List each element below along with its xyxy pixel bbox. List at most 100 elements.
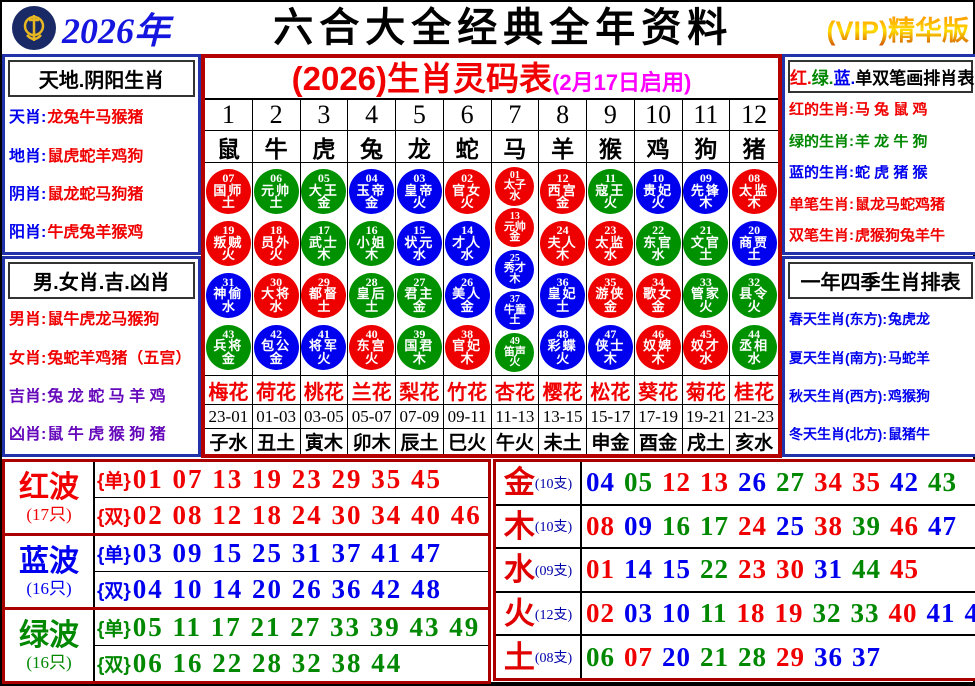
ball-title: 员外 xyxy=(261,234,292,250)
ball-element: 金 xyxy=(221,350,235,366)
row-value: 兔虎龙 xyxy=(888,312,930,328)
time-range: 15-17 xyxy=(587,405,635,429)
ball-element: 火 xyxy=(509,355,521,368)
ball-title: 官女 xyxy=(452,182,483,198)
element-number: 45 xyxy=(890,554,919,585)
number-ball: 33 管家火 xyxy=(683,272,729,318)
row-value: 虎猴狗兔羊牛 xyxy=(855,228,946,244)
ball-number: 28 xyxy=(365,275,378,290)
ball-element: 水 xyxy=(412,246,426,262)
flower-name: 竹花 xyxy=(443,376,492,405)
number-ball: 02 官女火 xyxy=(444,168,490,214)
ball-number: 02 xyxy=(461,171,474,186)
sidebar-row: 男肖:鼠牛虎龙马猴狗 xyxy=(9,311,194,329)
time-range: 03-05 xyxy=(300,405,349,429)
column-number: 7 xyxy=(491,100,540,132)
column-number: 12 xyxy=(730,100,778,132)
zodiac-name: 龙 xyxy=(396,131,444,164)
number-ball: 09 先锋木 xyxy=(683,168,729,214)
time-range: 07-09 xyxy=(396,405,444,429)
element-number: 19 xyxy=(774,598,804,629)
element-number: 48 xyxy=(965,598,975,628)
ball-number: 03 xyxy=(413,171,426,186)
header-part: 单双笔画排肖表 xyxy=(855,69,975,88)
four-seasons-box: 一年四季生肖排表 春天生肖(东方):兔虎龙 夏天生肖(南方):马蛇羊 秋天生肖(西方… xyxy=(782,256,975,457)
zodiac-name: 兔 xyxy=(348,131,396,164)
number-ball: 12 西宫金 xyxy=(540,168,586,214)
male-female-rows: 男肖:鼠牛虎龙马猴狗 女肖:兔蛇羊鸡猪（五宫） 吉肖:兔 龙 蛇 马 羊 鸡凶肖:鼠… xyxy=(5,301,198,454)
ball-title: 太子 xyxy=(503,179,526,192)
ball-element: 木 xyxy=(603,350,617,366)
flower-name: 兰花 xyxy=(348,376,396,405)
ball-column: 12 西宫金 24 夫人木 36 皇妃土 48 彩蝶火 xyxy=(539,163,587,375)
ball-element: 土 xyxy=(365,298,379,314)
number-ball: 08 太监木 xyxy=(731,168,777,214)
ball-number: 01 xyxy=(509,169,520,181)
ball-number: 49 xyxy=(509,336,520,347)
ball-element: 火 xyxy=(460,194,474,210)
ball-title: 丞相 xyxy=(739,338,770,354)
column-number: 1 xyxy=(205,100,253,132)
element-number: 47 xyxy=(928,510,957,541)
row-label: 绿的生肖: xyxy=(789,133,854,150)
ball-element: 土 xyxy=(269,194,283,210)
color-stroke-box: 红.绿.蓝.单双笔画排肖表 红的生肖:马 兔 鼠 鸡绿的生肖:羊 龙 牛 狗蓝的… xyxy=(782,54,975,255)
element-number: 02 xyxy=(586,598,615,629)
element-number: 26 xyxy=(738,467,767,498)
row-value: 鼠虎蛇羊鸡狗 xyxy=(47,147,144,165)
ball-element: 水 xyxy=(460,246,474,262)
ball-title: 包公 xyxy=(261,338,292,354)
element-row: 木 (10支) 08 09 16 17 24 25 38 39 46 47 xyxy=(496,505,975,550)
number-ball: 17 武士木 xyxy=(301,220,347,266)
number-ball: 48 彩蝶火 xyxy=(540,324,586,370)
column-number-row: 1 2 3 4 5 6 7 8 9 10 11 12 xyxy=(205,100,778,132)
column-number: 3 xyxy=(300,100,349,132)
wave-numbers: 05 11 17 21 27 33 39 43 49 xyxy=(132,612,481,642)
column-number: 4 xyxy=(348,100,396,132)
ball-element: 金 xyxy=(651,298,665,314)
column-number: 5 xyxy=(396,100,444,132)
middle-section: 天地.阴阳生肖 天肖:龙兔牛马猴猪 地肖:鼠虎蛇羊鸡狗 阴肖:鼠龙蛇马狗猪 阳肖:牛虎… xyxy=(2,54,975,458)
row-value: 鼠龙蛇马狗猪 xyxy=(47,185,144,203)
element-numbers: 08 09 16 17 24 25 38 39 46 47 xyxy=(582,511,975,542)
element-count: (12支) xyxy=(534,607,573,623)
zodiac-name: 鸡 xyxy=(634,131,683,164)
ball-number: 45 xyxy=(699,326,712,341)
ball-element: 木 xyxy=(460,350,474,366)
ball-number: 20 xyxy=(748,223,761,238)
branch-element: 子水 xyxy=(205,429,253,454)
element-number: 31 xyxy=(814,554,843,585)
ball-number: 23 xyxy=(604,223,617,238)
element-number: 16 xyxy=(662,510,691,541)
ball-element: 水 xyxy=(603,246,617,262)
ball-number: 46 xyxy=(652,326,665,341)
number-ball: 24 夫人木 xyxy=(540,220,586,266)
number-ball: 14 才人水 xyxy=(444,220,490,266)
column-number: 10 xyxy=(634,100,683,132)
element-count: (10支) xyxy=(534,476,573,492)
four-seasons-header: 一年四季生肖排表 xyxy=(788,262,973,299)
element-count: (10支) xyxy=(534,520,573,536)
ball-number: 34 xyxy=(652,275,665,290)
ball-title: 太监 xyxy=(595,234,626,250)
element-number: 05 xyxy=(624,467,653,498)
ball-element: 金 xyxy=(460,298,474,314)
ball-title: 东宫 xyxy=(356,338,387,354)
element-number: 37 xyxy=(852,641,881,672)
row-label: 阳肖: xyxy=(9,224,47,242)
ball-number: 09 xyxy=(699,171,712,186)
number-ball: 30 大将水 xyxy=(253,272,299,318)
element-number: 25 xyxy=(776,510,805,541)
wave-numbers: 04 10 14 20 26 36 42 48 xyxy=(132,574,443,604)
number-ball: 03 皇帝火 xyxy=(396,168,442,214)
ball-element: 火 xyxy=(269,246,283,262)
element-name-cell: 金 (10支) xyxy=(496,462,582,504)
zodiac-name: 蛇 xyxy=(443,131,492,164)
element-name: 水 xyxy=(503,552,535,588)
ball-element: 木 xyxy=(651,350,665,366)
element-number: 46 xyxy=(890,510,919,541)
row-value: 鼠牛虎龙马猴狗 xyxy=(47,311,160,329)
heaven-earth-header: 天地.阴阳生肖 xyxy=(8,60,195,97)
zodiac-name: 狗 xyxy=(682,131,731,164)
element-number: 07 xyxy=(624,641,653,672)
